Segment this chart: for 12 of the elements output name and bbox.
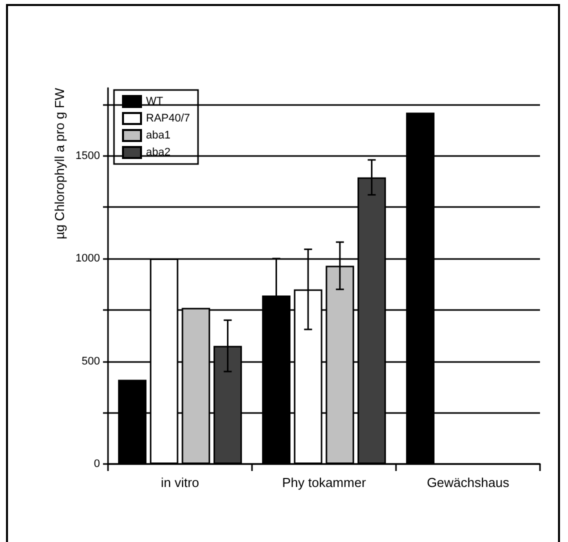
legend-label: RAP40/7 [146,112,190,124]
y-axis-title: µg Chlorophyll a pro g FW [52,87,67,240]
x-tick-label: Phy tokammer [282,475,367,490]
y-tick-label: 1000 [76,252,100,265]
legend-label: aba2 [146,146,170,158]
legend-label: WT [146,96,164,108]
y-tick-label: 1500 [76,150,100,162]
y-tick-label: 500 [82,355,100,368]
x-tick-label: in vitro [160,475,200,490]
y-tick-label: 0 [94,458,100,470]
legend-label: aba1 [146,130,170,142]
x-tick-label: Gewächshaus [426,475,510,490]
